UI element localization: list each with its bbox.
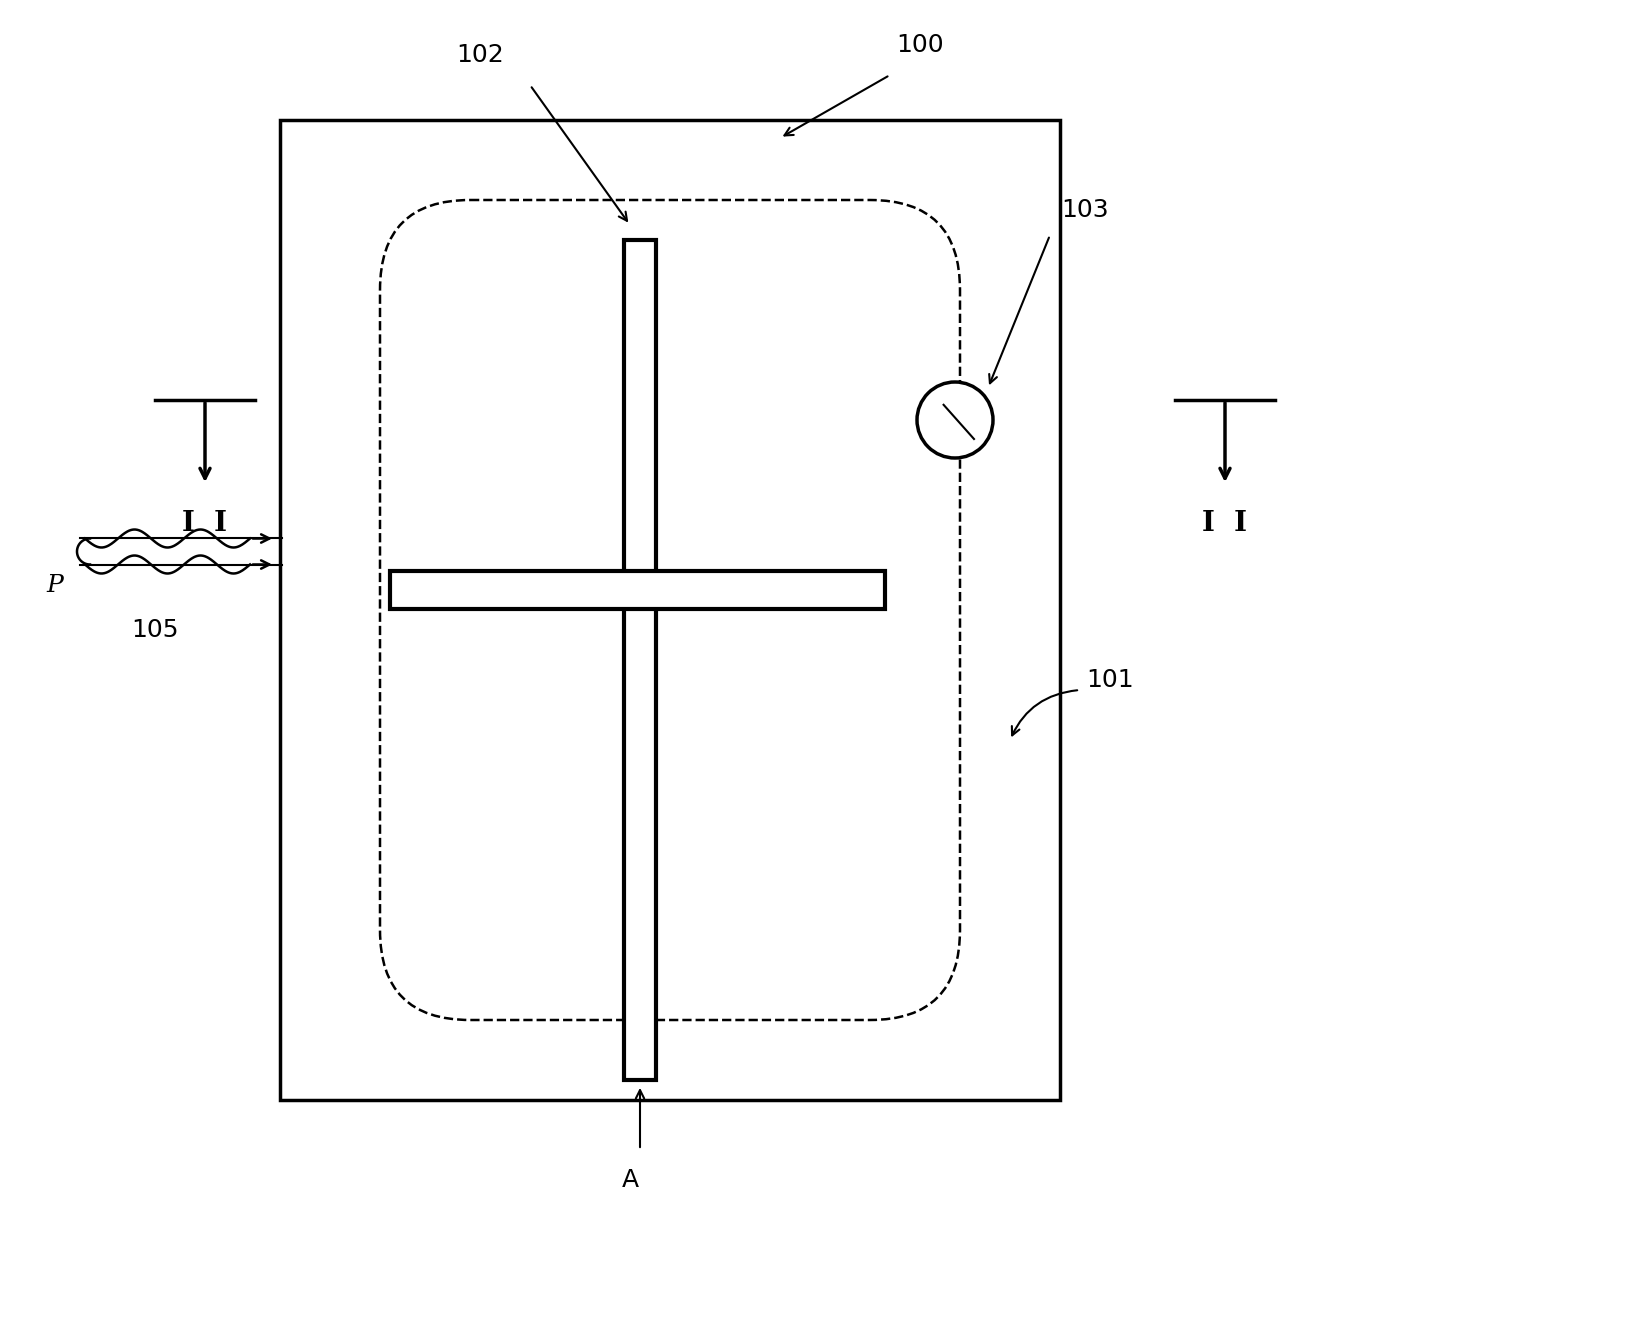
Text: A: A bbox=[621, 1168, 638, 1192]
Text: P: P bbox=[46, 574, 64, 597]
Text: 102: 102 bbox=[456, 43, 503, 67]
Text: 103: 103 bbox=[1060, 198, 1108, 222]
Text: I  I: I I bbox=[182, 510, 228, 537]
Bar bbox=[390, 571, 885, 609]
Circle shape bbox=[916, 382, 992, 458]
Text: 100: 100 bbox=[895, 33, 942, 57]
Bar bbox=[280, 120, 1059, 1100]
Bar bbox=[623, 240, 656, 1080]
Text: I  I: I I bbox=[1201, 510, 1247, 537]
Text: 105: 105 bbox=[131, 618, 179, 642]
Text: 101: 101 bbox=[1085, 668, 1133, 692]
